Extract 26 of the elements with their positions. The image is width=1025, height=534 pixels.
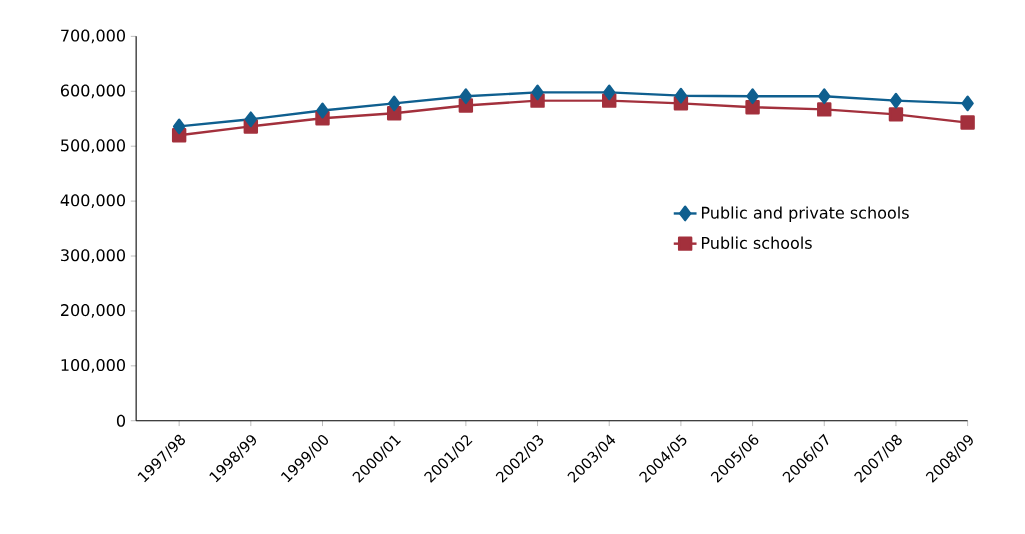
point [889,92,903,109]
point [961,95,974,112]
point [674,87,688,104]
point [960,115,975,130]
legend-label: Public and private schools [701,206,909,222]
y-tick-label: 500,000 [61,139,125,154]
point [603,84,616,101]
y-tick-label: 0 [116,414,126,427]
y-tick-label: 400,000 [60,194,125,209]
point [745,100,760,115]
legend-label: Public schools [701,236,812,250]
point [818,88,831,105]
y-tick-label: 300,000 [61,249,125,263]
point [531,84,544,101]
point [244,111,258,128]
y-tick-label: 100,000 [61,359,125,373]
y-tick-label: 200,000 [61,304,125,318]
point [817,102,832,117]
point [316,102,329,119]
point [746,88,759,105]
point [387,95,401,112]
y-tick-label: 700,000 [61,29,125,44]
point [888,107,904,122]
y-tick-label: 600,000 [60,84,125,99]
point [172,118,186,135]
point [459,88,473,105]
